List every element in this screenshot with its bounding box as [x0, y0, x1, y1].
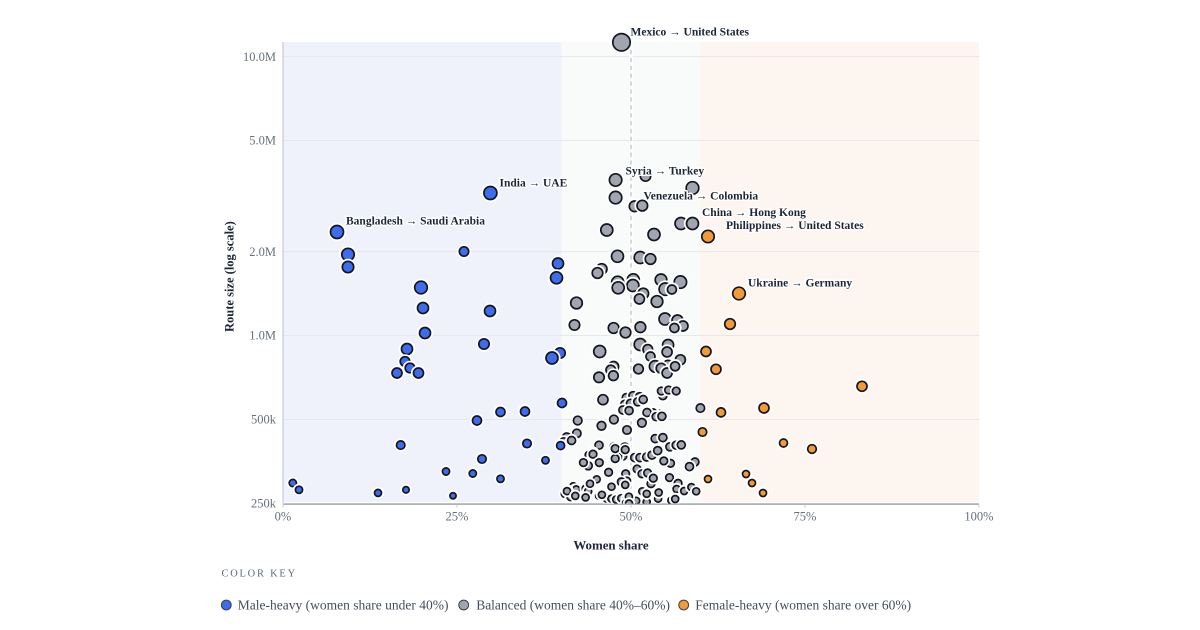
svg-text:Venezuela → Colombia: Venezuela → Colombia — [644, 191, 759, 203]
svg-text:75%: 75% — [794, 510, 817, 524]
svg-text:Balanced (women share 40%–60%): Balanced (women share 40%–60%) — [476, 597, 670, 612]
svg-text:Male-heavy (women share under: Male-heavy (women share under 40%) — [238, 597, 449, 612]
svg-text:Mexico → United States: Mexico → United States — [631, 26, 750, 38]
svg-text:100%: 100% — [964, 510, 993, 524]
svg-text:Female-heavy (women share over: Female-heavy (women share over 60%) — [695, 597, 911, 612]
svg-text:Philippines → United States: Philippines → United States — [726, 220, 864, 232]
svg-text:25%: 25% — [446, 510, 469, 524]
svg-text:Ukraine → Germany: Ukraine → Germany — [748, 278, 852, 290]
svg-text:Women share: Women share — [573, 538, 649, 552]
svg-text:Bangladesh → Saudi Arabia: Bangladesh → Saudi Arabia — [346, 216, 485, 228]
svg-text:2.0M: 2.0M — [249, 245, 276, 259]
svg-text:0%: 0% — [275, 510, 292, 524]
svg-text:1.0M: 1.0M — [249, 329, 276, 343]
svg-text:COLOR KEY: COLOR KEY — [222, 568, 297, 579]
svg-text:China → Hong Kong: China → Hong Kong — [702, 207, 806, 219]
svg-text:India → UAE: India → UAE — [500, 178, 568, 190]
svg-text:Syria → Turkey: Syria → Turkey — [626, 166, 705, 178]
svg-text:Route size (log scale): Route size (log scale) — [223, 221, 237, 332]
svg-text:50%: 50% — [620, 510, 643, 524]
svg-text:5.0M: 5.0M — [249, 134, 276, 148]
svg-text:250k: 250k — [251, 497, 277, 511]
svg-text:500k: 500k — [251, 413, 277, 427]
svg-text:10.0M: 10.0M — [243, 50, 276, 64]
